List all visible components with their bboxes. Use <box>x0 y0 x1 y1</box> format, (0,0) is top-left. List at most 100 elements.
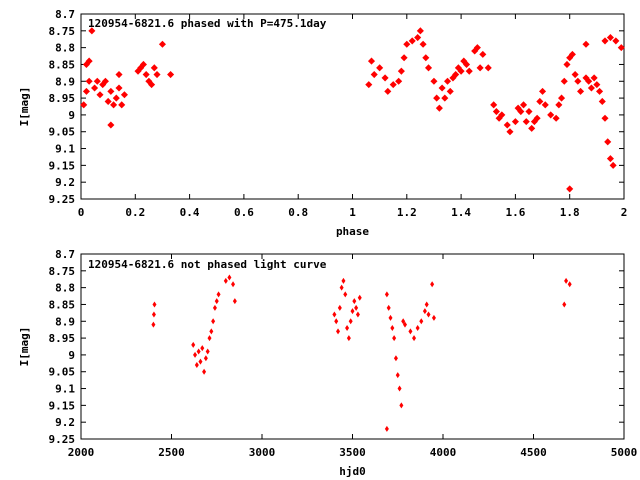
data-point <box>384 291 389 298</box>
data-point <box>555 101 563 109</box>
data-point <box>419 318 424 325</box>
data-point <box>422 54 430 62</box>
data-point <box>422 308 427 315</box>
data-point <box>503 121 511 129</box>
x-axis-label: hjd0 <box>339 465 366 478</box>
data-point <box>568 50 576 58</box>
data-point <box>403 40 411 48</box>
data-point <box>438 84 446 92</box>
data-point <box>566 185 574 193</box>
x-tick-label: 0.8 <box>288 206 308 219</box>
data-point <box>384 87 392 95</box>
x-tick-label: 1.6 <box>505 206 525 219</box>
data-point <box>150 64 158 72</box>
data-point <box>424 64 433 72</box>
y-tick-label: 9.25 <box>49 193 76 206</box>
data-point <box>139 60 147 68</box>
y-tick-label: 9.2 <box>55 176 75 189</box>
data-point <box>397 67 405 75</box>
data-point <box>96 91 104 99</box>
data-point <box>354 304 359 311</box>
y-axis-label: I[mag] <box>18 87 31 127</box>
data-point <box>414 34 422 42</box>
x-tick-label: 5000 <box>611 446 638 459</box>
data-point <box>490 101 498 109</box>
data-point <box>202 368 207 375</box>
data-point <box>107 121 115 129</box>
data-point <box>476 64 484 72</box>
data-point <box>232 298 237 305</box>
x-tick-label: 1.4 <box>451 206 471 219</box>
data-point <box>384 425 389 432</box>
data-point <box>560 77 568 85</box>
data-point <box>541 101 549 109</box>
data-point <box>430 77 438 85</box>
data-point <box>408 37 416 45</box>
data-point <box>462 60 471 68</box>
data-point <box>536 97 544 105</box>
data-point <box>520 101 528 109</box>
data-point <box>419 40 427 48</box>
data-point <box>609 161 617 169</box>
data-point <box>345 325 350 331</box>
y-tick-label: 9.05 <box>49 366 76 379</box>
data-point <box>104 97 112 105</box>
x-tick-label: 2500 <box>158 446 185 459</box>
x-axis-label: phase <box>336 225 369 238</box>
data-point <box>552 114 560 122</box>
data-point <box>212 304 217 311</box>
data-point <box>498 111 506 119</box>
data-point <box>479 50 487 58</box>
data-point <box>492 108 500 116</box>
data-point <box>393 355 398 362</box>
data-point <box>395 77 403 85</box>
y-tick-label: 8.85 <box>49 298 76 311</box>
data-point <box>376 64 384 72</box>
data-point <box>430 281 435 288</box>
data-point <box>207 335 212 342</box>
data-point <box>355 311 360 318</box>
data-point <box>606 155 614 163</box>
data-point <box>148 81 156 89</box>
data-point <box>209 328 214 335</box>
data-point <box>433 94 441 102</box>
data-point <box>82 87 90 95</box>
data-point <box>339 284 344 291</box>
data-point <box>587 84 595 92</box>
x-tick-label: 0.2 <box>125 206 145 219</box>
data-point <box>357 294 362 301</box>
x-tick-label: 0.6 <box>234 206 254 219</box>
data-point <box>120 91 128 99</box>
data-point <box>388 314 393 321</box>
data-point <box>334 318 339 325</box>
data-point <box>563 60 571 68</box>
data-point <box>112 94 120 102</box>
data-point <box>227 274 232 281</box>
data-point <box>158 40 166 48</box>
data-point <box>596 87 604 95</box>
data-point <box>598 97 606 105</box>
data-point <box>151 321 156 328</box>
y-tick-label: 9 <box>68 349 75 362</box>
data-point <box>564 277 569 284</box>
data-point <box>511 118 519 126</box>
data-point <box>473 44 481 52</box>
y-tick-label: 8.95 <box>49 92 76 105</box>
y-tick-label: 9.2 <box>55 416 75 429</box>
data-point <box>567 281 572 288</box>
y-tick-label: 9.1 <box>55 143 75 156</box>
x-tick-label: 4000 <box>430 446 457 459</box>
data-point <box>416 27 424 35</box>
y-tick-label: 8.75 <box>49 265 76 278</box>
data-point <box>593 81 601 89</box>
data-point <box>412 335 417 342</box>
data-point <box>336 328 341 335</box>
data-point <box>223 277 228 284</box>
data-point <box>193 351 198 358</box>
data-point <box>465 67 473 75</box>
data-point <box>390 325 395 331</box>
data-point <box>151 311 156 318</box>
data-point <box>200 345 205 352</box>
data-point <box>408 328 413 335</box>
data-point <box>452 71 460 79</box>
